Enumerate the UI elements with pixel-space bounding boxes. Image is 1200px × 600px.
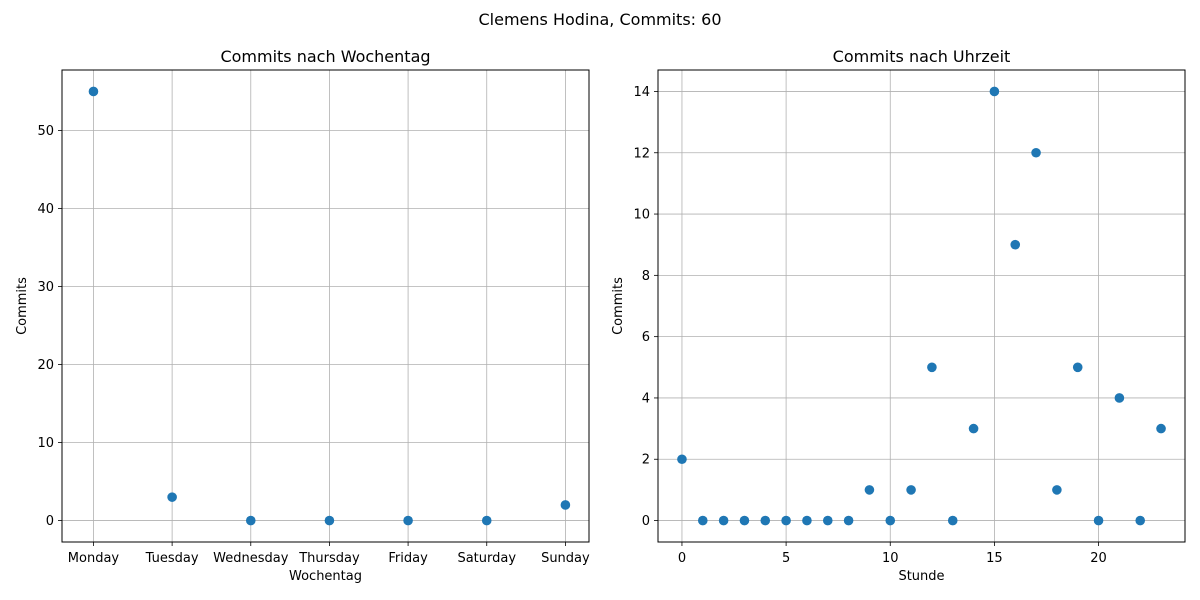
hour-title: Commits nach Uhrzeit [833, 47, 1011, 66]
hour-data-point [906, 485, 916, 495]
hour-data-point [885, 515, 896, 526]
hour-xlabel: Stunde [898, 569, 944, 584]
hour-xtick-label: 5 [782, 551, 790, 566]
weekday-ytick-label: 10 [37, 436, 54, 451]
hour-axes-frame [657, 69, 1186, 543]
hour-data-point [947, 515, 958, 526]
hour-data-point [677, 454, 687, 465]
weekday-ylabel: Commits [15, 277, 30, 335]
weekday-xtick-label: Tuesday [145, 551, 199, 566]
weekday-ytick-label: 30 [37, 280, 54, 295]
weekday-xtick-label: Friday [388, 551, 428, 566]
hour-data-point [781, 515, 791, 526]
figure-suptitle: Clemens Hodina, Commits: 60 [478, 10, 722, 29]
hour-data-point [1031, 147, 1041, 158]
hour-data-point [1135, 515, 1146, 526]
weekday-data-point [560, 500, 571, 510]
weekday-axes-frame [61, 69, 590, 543]
weekday-xlabel: Wochentag [289, 569, 362, 584]
weekday-ytick-label: 50 [37, 124, 54, 139]
weekday-data-point [167, 492, 177, 502]
weekday-data-point [324, 515, 335, 526]
hour-data-point [802, 515, 812, 526]
hour-data-point [760, 515, 771, 526]
weekday-ytick-label: 40 [37, 202, 54, 217]
weekday-title: Commits nach Wochentag [220, 47, 430, 66]
hour-ylabel: Commits [611, 277, 626, 335]
hour-data-point [1052, 485, 1062, 495]
hour-ytick-label: 2 [642, 453, 650, 468]
hour-ytick-label: 4 [642, 391, 650, 406]
hour-data-point [1072, 362, 1083, 373]
hour-data-point [1114, 393, 1125, 403]
hour-data-point [1156, 423, 1166, 434]
weekday-xtick-label: Wednesday [213, 551, 289, 566]
weekday-ytick-label: 20 [37, 358, 54, 373]
hour-data-point [1093, 515, 1104, 526]
hour-ytick-label: 6 [642, 330, 650, 345]
weekday-points [88, 86, 571, 526]
weekday-data-point [403, 515, 413, 526]
weekday-ytick-label: 0 [46, 514, 54, 529]
hour-data-point [927, 362, 937, 373]
weekday-data-point [245, 515, 256, 526]
hour-data-point [968, 423, 979, 434]
hour-points [677, 86, 1166, 526]
hour-ytick-label: 12 [633, 146, 650, 161]
hour-ytick-label: 10 [633, 208, 650, 223]
weekday-xtick-label: Sunday [541, 551, 590, 566]
hour-ytick-label: 8 [642, 269, 650, 284]
hour-data-point [739, 515, 750, 526]
hour-data-point [697, 515, 708, 526]
weekday-data-point [88, 86, 99, 97]
hour-data-point [843, 515, 854, 526]
hour-ytick-label: 0 [642, 514, 650, 529]
hour-ytick-label: 14 [633, 85, 650, 100]
hour-data-point [989, 86, 1000, 97]
hour-xtick-label: 0 [678, 551, 686, 566]
hour-data-point [822, 515, 833, 526]
hour-xtick-label: 20 [1090, 551, 1107, 566]
hour-data-point [1010, 239, 1021, 250]
weekday-data-point [481, 515, 492, 526]
hour-grid [658, 70, 1185, 542]
hour-data-point [718, 515, 729, 526]
weekday-xtick-label: Saturday [457, 551, 516, 566]
weekday-grid [62, 70, 589, 542]
hour-xtick-label: 15 [986, 551, 1003, 566]
weekday-xtick-label: Monday [68, 551, 120, 566]
weekday-xtick-label: Thursday [298, 551, 360, 566]
hour-data-point [864, 485, 875, 495]
hour-xtick-label: 10 [882, 551, 899, 566]
